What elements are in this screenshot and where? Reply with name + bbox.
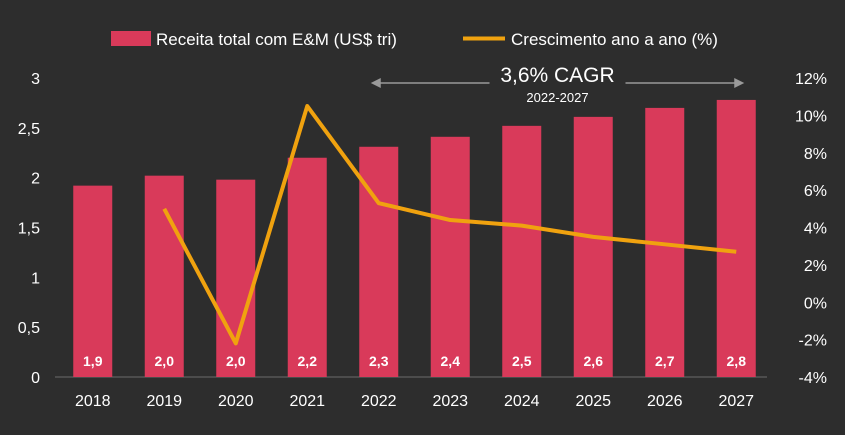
x-axis-tick-label: 2024 bbox=[504, 393, 540, 410]
right-axis-tick-label: 6% bbox=[804, 183, 827, 200]
x-axis-tick-label: 2022 bbox=[361, 393, 397, 410]
bar bbox=[73, 185, 113, 377]
bars bbox=[73, 99, 756, 378]
bar bbox=[216, 179, 256, 377]
bar bbox=[144, 175, 184, 377]
cagr-arrow-head-right bbox=[734, 78, 745, 88]
left-axis-tick-label: 0,5 bbox=[18, 320, 40, 337]
legend-label-growth: Crescimento ano a ano (%) bbox=[511, 30, 718, 49]
cagr-label-background bbox=[489, 64, 626, 106]
x-axis-tick-label: 2019 bbox=[146, 393, 182, 410]
right-axis-tick-label: 2% bbox=[804, 258, 827, 275]
bar bbox=[287, 157, 327, 377]
bar bbox=[430, 136, 470, 377]
right-axis: -4% -2% 0% 2% 4% 6% 8% 10% 12% bbox=[795, 71, 827, 387]
x-axis-tick-label: 2026 bbox=[647, 393, 683, 410]
bar bbox=[716, 99, 756, 377]
right-axis-tick-label: 4% bbox=[804, 221, 827, 238]
bar-value-label: 2,4 bbox=[441, 353, 461, 369]
left-axis-tick-label: 3 bbox=[31, 71, 40, 88]
left-axis-tick-label: 0 bbox=[31, 370, 40, 387]
bar-value-label: 2,5 bbox=[512, 353, 532, 369]
x-axis-ticks: 2018 2019 2020 2021 2022 2023 2024 2025 2026 2027 bbox=[75, 393, 754, 410]
left-axis-tick-label: 1 bbox=[31, 270, 40, 287]
bar-value-label: 1,9 bbox=[83, 353, 103, 369]
right-axis-tick-label: 12% bbox=[795, 71, 827, 88]
x-axis-tick-label: 2021 bbox=[289, 393, 325, 410]
bar-value-label: 2,6 bbox=[584, 353, 604, 369]
right-axis-tick-label: 0% bbox=[804, 295, 827, 312]
right-axis-tick-label: 8% bbox=[804, 146, 827, 163]
bar bbox=[502, 125, 542, 377]
cagr-arrow-head-left bbox=[370, 78, 381, 88]
legend: Receita total com E&M (US$ tri) Crescime… bbox=[111, 30, 718, 49]
legend-label-revenue: Receita total com E&M (US$ tri) bbox=[156, 30, 397, 49]
x-axis-tick-label: 2020 bbox=[218, 393, 254, 410]
left-axis-tick-label: 2,5 bbox=[18, 121, 40, 138]
bar-value-label: 2,8 bbox=[727, 353, 747, 369]
bar-value-label: 2,0 bbox=[155, 353, 175, 369]
cagr-annotation: 3,6% CAGR 2022-2027 bbox=[370, 64, 745, 106]
x-axis-tick-label: 2023 bbox=[432, 393, 468, 410]
x-axis-tick-label: 2027 bbox=[718, 393, 754, 410]
x-axis-tick-label: 2025 bbox=[575, 393, 611, 410]
left-axis: 0 0,5 1 1,5 2 2,5 3 bbox=[18, 71, 40, 387]
right-axis-tick-label: -2% bbox=[799, 333, 827, 350]
x-axis-tick-label: 2018 bbox=[75, 393, 111, 410]
bar bbox=[573, 116, 613, 378]
left-axis-tick-label: 1,5 bbox=[18, 221, 40, 238]
bar-value-label: 2,2 bbox=[298, 353, 318, 369]
right-axis-tick-label: -4% bbox=[799, 370, 827, 387]
bar-value-label: 2,0 bbox=[226, 353, 246, 369]
growth-line bbox=[162, 104, 737, 346]
cagr-period: 2022-2027 bbox=[526, 90, 588, 105]
legend-swatch-revenue bbox=[111, 31, 151, 46]
bar-value-label: 2,3 bbox=[369, 353, 389, 369]
cagr-label: 3,6% CAGR bbox=[500, 64, 614, 87]
right-axis-tick-label: 10% bbox=[795, 108, 827, 125]
bar-value-label: 2,7 bbox=[655, 353, 675, 369]
left-axis-tick-label: 2 bbox=[31, 171, 40, 188]
bar-labels: 1,9 2,0 2,0 2,2 2,3 2,4 2,5 2,6 2,7 2,8 bbox=[83, 353, 746, 369]
